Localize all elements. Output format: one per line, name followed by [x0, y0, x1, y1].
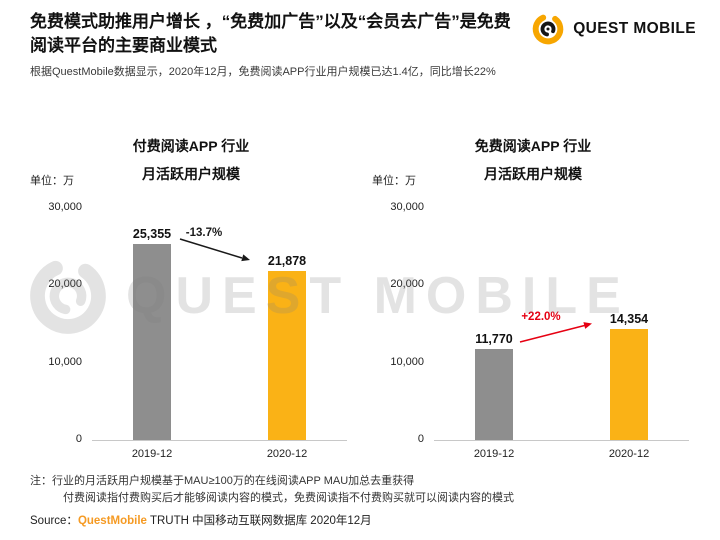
footnote: 注：行业的月活跃用户规模基于MAU≥100万的在线阅读APP MAU加总去重获得… [30, 473, 514, 506]
chart-title-paid: 付费阅读APP 行业 月活跃用户规模 [30, 128, 352, 188]
x-label-2019-12: 2019-12 [131, 448, 173, 460]
footnote-line2: 付费阅读指付费购买后才能够阅读内容的模式，免费阅读指不付费购买就可以阅读内容的模… [63, 491, 514, 504]
unit-label: 单位：万 [372, 175, 416, 187]
bar-column-2019-12: 11,770 [475, 208, 513, 440]
unit-label: 单位：万 [30, 175, 74, 187]
questmobile-logo: QUEST MOBILE [531, 12, 696, 46]
chart-title-free: 免费阅读APP 行业 月活跃用户规模 [372, 128, 694, 188]
chart-title-line1: 免费阅读APP 行业 [474, 138, 592, 154]
chart-free-reading-app: 免费阅读APP 行业 月活跃用户规模 单位：万 30,000 20,000 10… [372, 128, 694, 460]
y-tick-20000: 20,000 [48, 278, 82, 290]
subtitle: 根据QuestMobile数据显示，2020年12月，免费阅读APP行业用户规模… [30, 66, 496, 78]
bar-2020-12 [610, 329, 648, 440]
bar-value-label: 11,770 [475, 331, 513, 346]
bar-column-2019-12: 25,355 [133, 208, 171, 440]
x-label-2019-12: 2019-12 [473, 448, 515, 460]
source-prefix: Source： [30, 515, 78, 527]
footnote-line1: 注：行业的月活跃用户规模基于MAU≥100万的在线阅读APP MAU加总去重获得 [30, 475, 415, 487]
plot-wrap: 30,000 20,000 10,000 0 25,355 21,878 -13… [30, 201, 352, 468]
plot-area: 11,770 14,354 +22.0% [434, 208, 689, 441]
source-suffix: TRUTH 中国移动互联网数据库 2020年12月 [146, 515, 372, 527]
plot-area: 25,355 21,878 -13.7% [92, 208, 347, 441]
change-label: +22.0% [521, 311, 560, 323]
bar-column-2020-12: 21,878 [268, 208, 306, 440]
y-tick-0: 0 [75, 433, 82, 445]
y-tick-30000: 30,000 [390, 201, 424, 213]
y-tick-10000: 10,000 [390, 356, 424, 368]
bar-2019-12 [475, 348, 513, 440]
source-brand: QuestMobile [77, 515, 147, 527]
bar-value-label: 14,354 [609, 312, 649, 326]
chart-title-line2: 月活跃用户规模 [142, 166, 240, 182]
chart-title-line2: 月活跃用户规模 [484, 166, 582, 182]
y-tick-20000: 20,000 [390, 278, 424, 290]
bar-2020-12 [268, 270, 306, 440]
questmobile-logo-icon [532, 13, 564, 45]
growth-arrow: +22.0% [519, 311, 592, 343]
plot-wrap: 30,000 20,000 10,000 0 11,770 14,354 +22… [372, 201, 694, 468]
x-label-2020-12: 2020-12 [266, 448, 308, 460]
bar-column-2020-12: 14,354 [610, 208, 648, 440]
chart-paid-reading-app: 付费阅读APP 行业 月活跃用户规模 单位：万 30,000 20,000 10… [30, 128, 352, 460]
bar-value-label: 25,355 [132, 226, 172, 241]
y-tick-30000: 30,000 [48, 201, 82, 213]
page-title-line2: 阅读平台的主要商业模式 [30, 36, 217, 56]
bar-value-label: 21,878 [267, 253, 307, 268]
bar-2019-12 [133, 243, 171, 440]
source-line: Source：QuestMobile TRUTH 中国移动互联网数据库 2020… [30, 512, 372, 528]
page-title-line1: 免费模式助推用户增长 ，“免费加广告”以及“会员去广告”是免费 [30, 12, 511, 31]
questmobile-logo-text: QUEST MOBILE [573, 20, 696, 37]
chart-title-line1: 付费阅读APP 行业 [132, 138, 250, 154]
decline-arrow: -13.7% [179, 227, 250, 262]
page-title: 免费模式助推用户增长 ，“免费加广告”以及“会员去广告”是免费 阅读平台的主要商… [30, 10, 511, 58]
y-tick-0: 0 [417, 433, 424, 445]
y-tick-10000: 10,000 [48, 356, 82, 368]
x-label-2020-12: 2020-12 [608, 448, 650, 460]
change-label: -13.7% [186, 227, 222, 239]
